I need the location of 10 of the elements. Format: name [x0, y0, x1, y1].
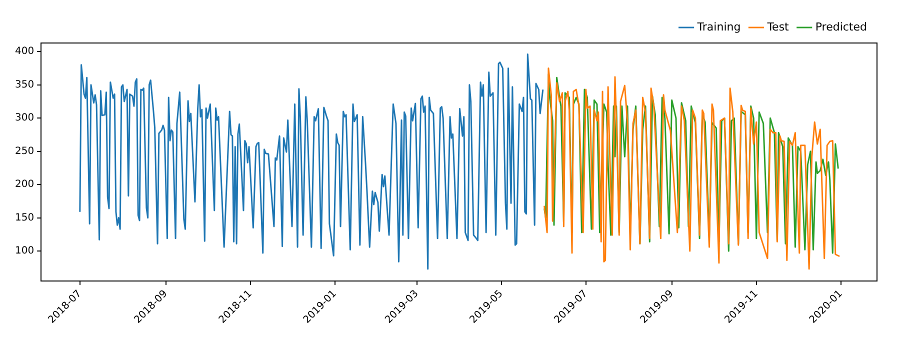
y-tick-label: 150	[14, 212, 34, 224]
legend-label: Test	[766, 20, 790, 34]
y-tick-label: 200	[14, 179, 34, 190]
y-tick-label: 250	[14, 146, 34, 157]
y-tick-label: 350	[14, 79, 34, 90]
y-tick-label: 300	[14, 112, 34, 124]
legend-label: Training	[696, 20, 741, 34]
legend-label: Predicted	[815, 20, 868, 34]
y-tick-label: 100	[14, 246, 34, 257]
y-tick-label: 400	[14, 46, 34, 58]
